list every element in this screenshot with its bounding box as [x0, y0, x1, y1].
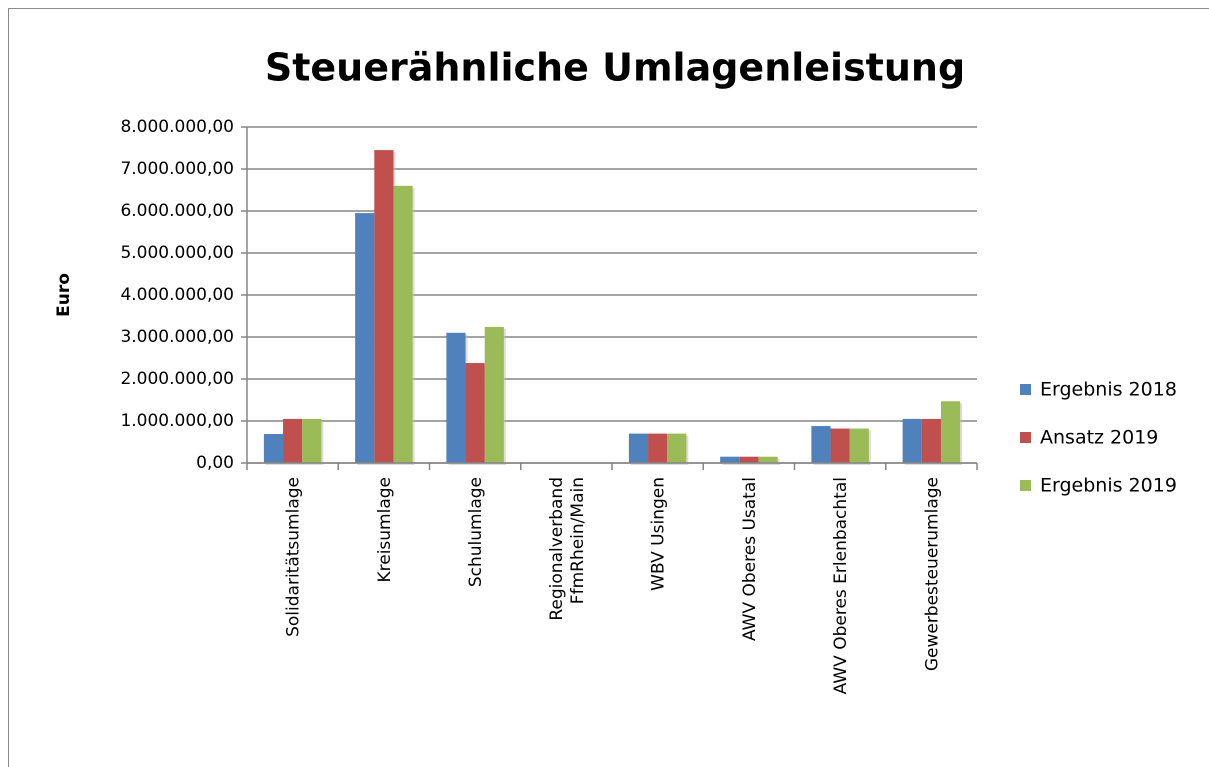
y-tick-label: 2.000.000,00 [120, 369, 234, 389]
bar [758, 456, 778, 463]
y-tick-label: 0,00 [196, 453, 234, 473]
bar [830, 428, 850, 463]
bar [628, 433, 649, 463]
bar [446, 332, 466, 463]
y-tick-label: 1.000.000,00 [120, 411, 234, 431]
legend-swatch [1020, 432, 1031, 443]
y-axis-title: Euro [54, 273, 74, 317]
bar [811, 426, 831, 463]
legend-label: Ergebnis 2018 [1040, 379, 1177, 401]
bar [720, 456, 740, 463]
bar [355, 213, 375, 463]
y-tick-label: 5.000.000,00 [120, 243, 234, 263]
bar [940, 401, 961, 463]
y-tick-label: 8.000.000,00 [120, 117, 234, 137]
y-tick-label: 6.000.000,00 [120, 201, 234, 221]
chart-title: Steuerähnliche Umlagenleistung [265, 46, 965, 90]
bar [263, 434, 284, 463]
bar [393, 185, 413, 464]
chart-border [8, 8, 1209, 767]
bar [484, 326, 504, 463]
legend-swatch [1020, 480, 1031, 491]
x-tick-label: AWV Oberes Usatal [740, 477, 760, 641]
x-tick-label: Kreisumlage [375, 477, 395, 583]
y-tick-label: 3.000.000,00 [120, 327, 234, 347]
bar [739, 456, 759, 463]
x-tick-label: Solidaritätsumlage [284, 477, 304, 637]
legend-swatch [1020, 384, 1031, 395]
x-tick-label: AWV Oberes Erlenbachtal [831, 477, 851, 694]
bar [921, 418, 941, 463]
bar [465, 363, 485, 463]
bar [648, 433, 668, 463]
bar [667, 433, 687, 463]
x-tick-label: Schulumlage [466, 477, 486, 587]
legend-label: Ansatz 2019 [1040, 427, 1158, 449]
bar [374, 150, 394, 463]
bar [902, 418, 922, 463]
y-tick-label: 7.000.000,00 [120, 159, 234, 179]
bar [302, 418, 322, 463]
x-tick-label: RegionalverbandFfmRhein/Main [547, 477, 588, 621]
y-tick-label: 4.000.000,00 [120, 285, 234, 305]
legend-label: Ergebnis 2019 [1040, 475, 1177, 497]
bar [849, 428, 869, 463]
x-tick-label: WBV Usingen [649, 477, 669, 591]
x-tick-label: Gewerbesteuerumlage [922, 477, 942, 671]
bar [283, 418, 303, 463]
